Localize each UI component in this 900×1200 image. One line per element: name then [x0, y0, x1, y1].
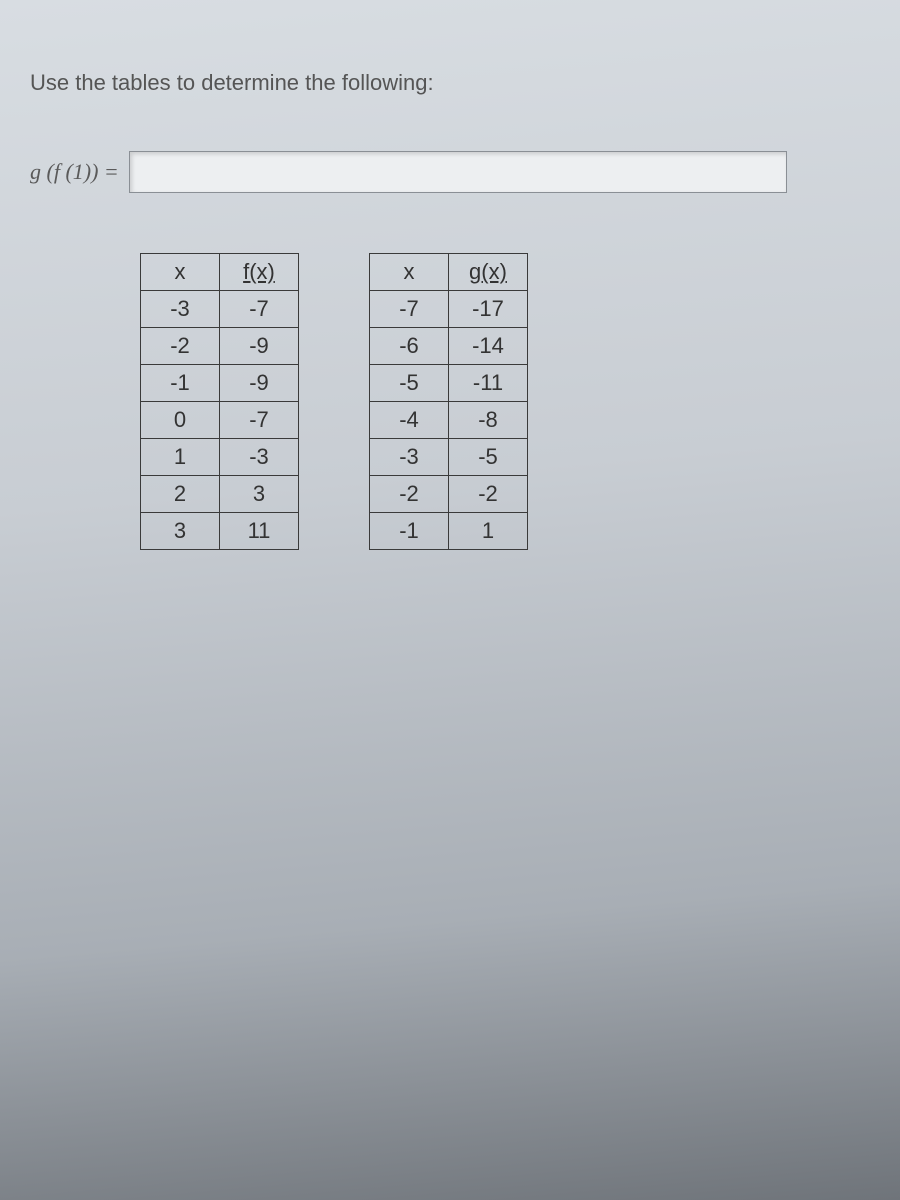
cell: 3 — [141, 513, 220, 550]
cell: -2 — [141, 328, 220, 365]
answer-input[interactable] — [129, 151, 787, 193]
table-row: 3 11 — [141, 513, 299, 550]
cell: -4 — [370, 402, 449, 439]
table-row: x g(x) — [370, 254, 528, 291]
cell: 3 — [220, 476, 299, 513]
cell: -2 — [370, 476, 449, 513]
cell: -5 — [449, 439, 528, 476]
table-row: -2 -2 — [370, 476, 528, 513]
table-g: x g(x) -7 -17 -6 -14 -5 -11 -4 — [369, 253, 528, 550]
col-header-fx: f(x) — [220, 254, 299, 291]
table-row: -3 -5 — [370, 439, 528, 476]
cell: -7 — [220, 402, 299, 439]
cell: 2 — [141, 476, 220, 513]
cell: -3 — [220, 439, 299, 476]
cell: -1 — [141, 365, 220, 402]
cell: -14 — [449, 328, 528, 365]
tables-container: x f(x) -3 -7 -2 -9 -1 -9 0 — [30, 253, 870, 550]
question-prompt: Use the tables to determine the followin… — [30, 70, 870, 96]
table-row: 1 -3 — [141, 439, 299, 476]
table-row: -2 -9 — [141, 328, 299, 365]
cell: -9 — [220, 365, 299, 402]
cell: -3 — [370, 439, 449, 476]
equation-label: g (f (1)) = — [30, 159, 119, 185]
cell: -7 — [220, 291, 299, 328]
cell: 1 — [141, 439, 220, 476]
cell: -7 — [370, 291, 449, 328]
col-header-x: x — [370, 254, 449, 291]
table-row: -7 -17 — [370, 291, 528, 328]
cell: 11 — [220, 513, 299, 550]
col-header-x: x — [141, 254, 220, 291]
cell: -3 — [141, 291, 220, 328]
cell: -8 — [449, 402, 528, 439]
cell: -5 — [370, 365, 449, 402]
cell: -9 — [220, 328, 299, 365]
table-row: x f(x) — [141, 254, 299, 291]
table-row: -5 -11 — [370, 365, 528, 402]
cell: 0 — [141, 402, 220, 439]
table-row: -6 -14 — [370, 328, 528, 365]
equation-row: g (f (1)) = — [30, 151, 870, 193]
cell: 1 — [449, 513, 528, 550]
table-row: -1 1 — [370, 513, 528, 550]
col-header-gx: g(x) — [449, 254, 528, 291]
cell: -2 — [449, 476, 528, 513]
question-page: Use the tables to determine the followin… — [0, 0, 900, 580]
table-f: x f(x) -3 -7 -2 -9 -1 -9 0 — [140, 253, 299, 550]
cell: -6 — [370, 328, 449, 365]
table-row: -1 -9 — [141, 365, 299, 402]
table-row: -4 -8 — [370, 402, 528, 439]
table-row: 0 -7 — [141, 402, 299, 439]
cell: -11 — [449, 365, 528, 402]
table-row: 2 3 — [141, 476, 299, 513]
table-row: -3 -7 — [141, 291, 299, 328]
cell: -17 — [449, 291, 528, 328]
cell: -1 — [370, 513, 449, 550]
